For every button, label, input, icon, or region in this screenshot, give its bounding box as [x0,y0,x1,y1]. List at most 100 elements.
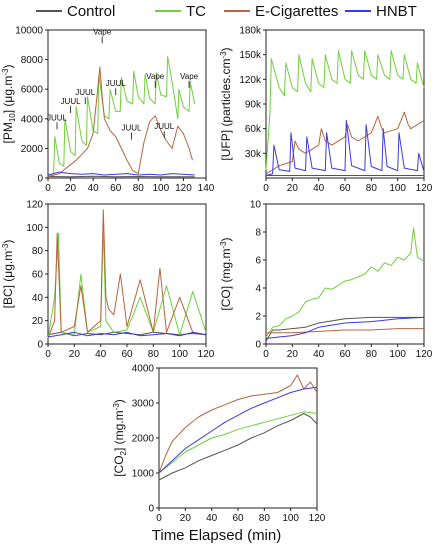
legend-label-tc: TC [186,2,206,20]
x-tick-label: 0 [45,349,51,360]
x-tick-label: 0 [263,349,269,360]
series-line-tc [158,411,318,474]
legend-label-control: Control [67,2,116,20]
x-tick-label: 120 [416,349,433,360]
y-tick-label: 0 [37,174,43,185]
x-tick-label: 60 [232,513,244,524]
series-line-tc [265,50,425,170]
y-tick-label: 2000 [132,434,155,445]
x-tick-label: 100 [153,183,170,194]
x-tick-label: 60 [339,349,351,360]
series-line-ecigarettes [47,209,207,339]
series-line-tc [47,226,207,339]
y-tick-label: 2000 [21,144,44,155]
x-tick-label: 40 [206,513,218,524]
y-tick-label: 90k [245,100,262,111]
y-tick-label: 8000 [21,55,44,66]
x-tick-label: 40 [95,349,107,360]
x-tick-label: 0 [45,183,51,194]
x-tick-label: 20 [287,349,299,360]
legend-item-hnbt: HNBT [345,2,417,20]
y-tick-label: 100 [26,223,43,234]
y-tick-label: 6000 [21,85,44,96]
series-line-tc [47,56,196,176]
chart-co: 0 20 40 60 80 100 120 0 2 4 6 8 10 [CO] (mg.m-3) [219,200,433,361]
y-tick-label: 8 [255,228,261,239]
x-tick-label: 100 [389,349,406,360]
annotation-label: JUUL [47,113,68,122]
legend-swatch-ecig [224,10,250,12]
annotation-label: Vape [146,72,165,81]
chart-pm10: 0 20 40 60 80 100 120 140 0 2000 4000 6000 8000 10000… [1,26,215,195]
y-tick-label: 10 [250,200,262,211]
y-tick-label: 0 [37,340,43,351]
y-tick-label: 180k [239,26,262,37]
x-tick-label: 80 [366,349,378,360]
y-tick-label: 0 [255,340,261,351]
x-tick-label: 20 [65,183,77,194]
series-line-hnbt [265,316,425,339]
legend: Control TC E-Cigarettes HNBT [0,0,433,22]
x-tick-label: 20 [69,349,81,360]
legend-item-tc: TC [155,2,206,20]
y-tick-label: 30k [245,149,262,160]
plot-frame [47,29,207,179]
y-tick-label: 0 [148,504,154,515]
y-tick-label: 10000 [15,26,43,37]
x-tick-label: 20 [180,513,192,524]
annotation-label: JUUL [122,124,143,133]
legend-item-control: Control [36,2,115,20]
legend-swatch-control [36,10,62,12]
series-line-ecigarettes [47,66,193,177]
annotation-label: JUUL [154,122,175,131]
x-tick-label: 120 [416,183,433,194]
x-tick-label: 100 [171,349,188,360]
series-line-ecigarettes [265,111,425,175]
x-tick-label: 100 [282,513,299,524]
legend-label-hnbt: HNBT [376,2,417,20]
y-tick-label: 2 [255,312,261,323]
series-line-hnbt [265,119,425,176]
y-axis-label: [CO2] (mg.m-3) [112,399,128,477]
legend-swatch-tc [155,10,181,12]
annotation-label: Vape [93,27,112,36]
series-line-hnbt [158,386,318,474]
y-tick-label: 120k [239,75,262,86]
y-tick-label: 3000 [132,399,155,410]
x-tick-label: 100 [389,183,406,194]
series-line-tc [265,227,425,338]
y-tick-label: 4 [255,284,261,295]
x-tick-label: 80 [259,513,271,524]
chart-bc: 0 20 40 60 80 100 120 0 20 40 60 80 100 120 [BC] (μg.m… [1,200,215,361]
y-tick-label: 4000 [132,364,155,375]
legend-item-ecig: E-Cigarettes [224,2,338,20]
x-tick-label: 120 [198,349,215,360]
annotation-label: JUUL [106,79,127,88]
series-line-control [47,175,195,178]
x-tick-label: 40 [313,183,325,194]
y-tick-label: 120 [26,200,43,211]
plot-frame [158,367,318,509]
x-tick-label: 40 [313,349,325,360]
x-tick-label: 0 [263,183,269,194]
series-line-control [265,316,424,342]
y-tick-label: 20 [32,316,44,327]
x-tick-label: 20 [287,183,299,194]
annotation-label: JUUL [75,88,96,97]
x-tick-label: 60 [110,183,122,194]
series-line-ecigarettes [266,328,424,334]
y-axis-label: [BC] (μg.m-3) [1,240,15,309]
series-line-ecigarettes [158,374,318,474]
y-tick-label: 60k [245,124,262,135]
x-tick-label: 140 [198,183,215,194]
y-tick-label: 6 [255,256,261,267]
x-tick-label: 80 [366,183,378,194]
x-tick-label: 40 [88,183,100,194]
y-tick-label: 80 [32,246,44,257]
series-line-hnbt [47,171,195,176]
legend-swatch-hnbt [345,10,371,12]
chart-co2: 0 20 40 60 80 100 120 0 1000 2000 3000 4000 [CO2] (m… [112,364,326,525]
y-tick-label: 150k [239,50,262,61]
series-line-hnbt [47,331,207,338]
annotation-label: Vape [180,72,199,81]
